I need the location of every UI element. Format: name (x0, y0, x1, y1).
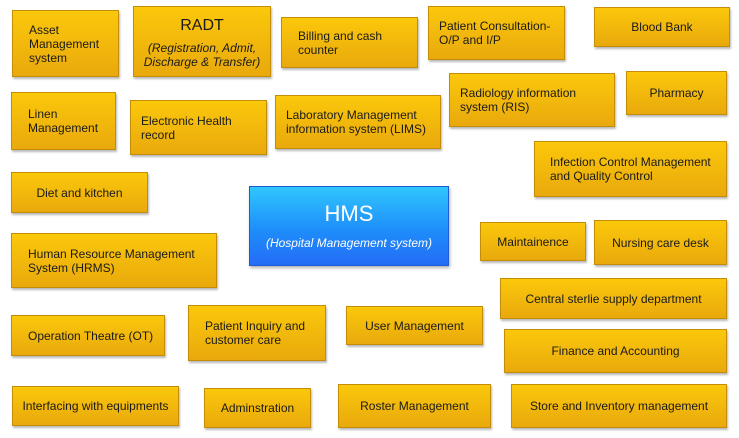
module-finance[interactable]: Finance and Accounting (504, 329, 727, 373)
module-label: Patient Consultation- O/P and I/P (439, 19, 551, 47)
module-nursing-care[interactable]: Nursing care desk (594, 220, 727, 265)
module-store-inventory[interactable]: Store and Inventory management (511, 384, 727, 428)
module-diet-kitchen[interactable]: Diet and kitchen (11, 172, 148, 213)
module-label: Pharmacy (649, 86, 704, 100)
module-hrms[interactable]: Human Resource Management System (HRMS) (11, 233, 217, 288)
hms-subtitle: (Hospital Management system) (265, 236, 433, 250)
module-label: Maintainence (497, 234, 569, 249)
module-label: Central sterlie supply department (525, 291, 702, 306)
module-ris[interactable]: Radiology information system (RIS) (449, 73, 615, 127)
module-label: Asset Management system (29, 22, 100, 65)
module-label: Patient Inquiry and customer care (205, 319, 306, 347)
module-label: Roster Management (360, 399, 469, 413)
module-pharmacy[interactable]: Pharmacy (626, 71, 727, 115)
module-label: Infection Control Management and Quality… (550, 155, 711, 183)
module-subtitle: (Registration, Admit, Discharge & Transf… (143, 40, 261, 69)
module-operation-theatre[interactable]: Operation Theatre (OT) (11, 315, 165, 356)
hms-center-box[interactable]: HMS (Hospital Management system) (249, 186, 449, 266)
module-radt[interactable]: RADT (Registration, Admit, Discharge & T… (133, 6, 271, 77)
module-label: Interfacing with equipments (22, 399, 169, 413)
module-label: Linen Management (28, 107, 99, 135)
module-asset-management[interactable]: Asset Management system (12, 10, 119, 77)
module-label: Nursing care desk (612, 235, 709, 250)
module-label: Electronic Health record (141, 113, 232, 142)
module-label: Diet and kitchen (36, 185, 123, 200)
module-adminstration[interactable]: Adminstration (204, 388, 311, 428)
module-label: User Management (365, 318, 464, 333)
module-label: Billing and cash counter (298, 28, 383, 57)
module-billing[interactable]: Billing and cash counter (281, 17, 418, 68)
module-patient-consultation[interactable]: Patient Consultation- O/P and I/P (428, 6, 565, 60)
module-infection-control[interactable]: Infection Control Management and Quality… (534, 141, 727, 197)
module-label: Finance and Accounting (551, 344, 680, 358)
module-roster[interactable]: Roster Management (338, 384, 491, 428)
module-label: Radiology information system (RIS) (460, 86, 577, 114)
module-blood-bank[interactable]: Blood Bank (594, 7, 730, 47)
module-ehr[interactable]: Electronic Health record (130, 100, 267, 155)
module-lims[interactable]: Laboratory Management information system… (275, 95, 441, 149)
module-label: Laboratory Management information system… (286, 108, 427, 136)
module-linen-management[interactable]: Linen Management (11, 92, 116, 150)
module-label: Store and Inventory management (529, 399, 709, 413)
module-user-management[interactable]: User Management (346, 306, 483, 345)
module-label: Human Resource Management System (HRMS) (28, 246, 195, 275)
module-maintainence[interactable]: Maintainence (480, 222, 586, 261)
module-label: Adminstration (220, 401, 295, 415)
hms-title: HMS (324, 201, 374, 226)
module-title: RADT (180, 16, 224, 34)
module-label: Operation Theatre (OT) (28, 328, 154, 343)
module-interfacing[interactable]: Interfacing with equipments (12, 386, 179, 426)
module-label: Blood Bank (631, 20, 693, 34)
module-cssd[interactable]: Central sterlie supply department (500, 278, 727, 319)
module-patient-inquiry[interactable]: Patient Inquiry and customer care (188, 305, 326, 361)
